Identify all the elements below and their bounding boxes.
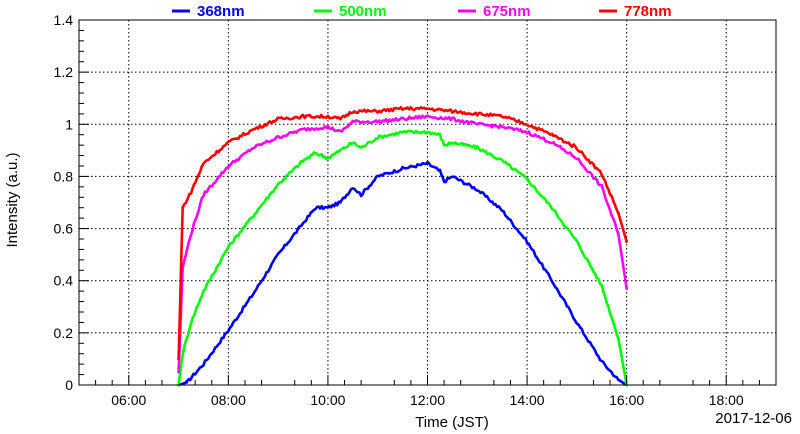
- series-point: [177, 370, 180, 374]
- legend-label: 778nm: [624, 3, 672, 20]
- legend-label: 675nm: [483, 3, 531, 20]
- series-point: [181, 352, 185, 356]
- legend-label: 368nm: [197, 3, 245, 20]
- series-point: [181, 206, 185, 210]
- series-point: [185, 380, 189, 384]
- axis-ticks: 06:00 08:00 10:00 12:00 14:00 16:00 18:00 0 0.2 0…: [54, 12, 760, 408]
- x-tick-label: 18:00: [709, 392, 744, 408]
- x-tick-label: 16:00: [609, 392, 644, 408]
- series-point: [616, 232, 620, 236]
- y-tick-label: 0.8: [54, 168, 74, 184]
- series-point: [625, 240, 629, 244]
- series-point: [616, 378, 620, 382]
- x-tick-label: 14:00: [510, 392, 545, 408]
- series-line-675nm: [177, 114, 628, 373]
- y-tick-label: 1.2: [54, 64, 74, 80]
- series-line-500nm: [177, 129, 628, 386]
- y-axis-title: Intensity (a.u.): [4, 152, 21, 247]
- date-label: 2017-12-06: [715, 410, 792, 427]
- series-point: [616, 336, 620, 340]
- y-tick-label: 1.4: [54, 12, 74, 28]
- series-line-778nm: [177, 106, 628, 359]
- y-tick-label: 0: [65, 377, 73, 393]
- legend-label: 500nm: [339, 3, 387, 20]
- x-tick-label: 10:00: [310, 392, 345, 408]
- series-line-368nm: [178, 160, 628, 387]
- y-tick-label: 0.6: [54, 221, 74, 237]
- x-tick-label: 08:00: [211, 392, 246, 408]
- series-point: [616, 211, 620, 215]
- y-tick-label: 0.2: [54, 325, 74, 341]
- series-point: [177, 357, 180, 361]
- series-lines: [177, 106, 629, 387]
- x-axis-title: Time (JST): [415, 414, 489, 431]
- x-tick-label: 06:00: [111, 392, 146, 408]
- legend: 368nm 500nm 675nm 778nm: [172, 3, 672, 20]
- series-point: [625, 287, 629, 290]
- grid-lines: [79, 20, 776, 385]
- y-tick-label: 1: [65, 116, 73, 132]
- y-tick-label: 0.4: [54, 273, 74, 289]
- x-tick-label: 12:00: [410, 392, 445, 408]
